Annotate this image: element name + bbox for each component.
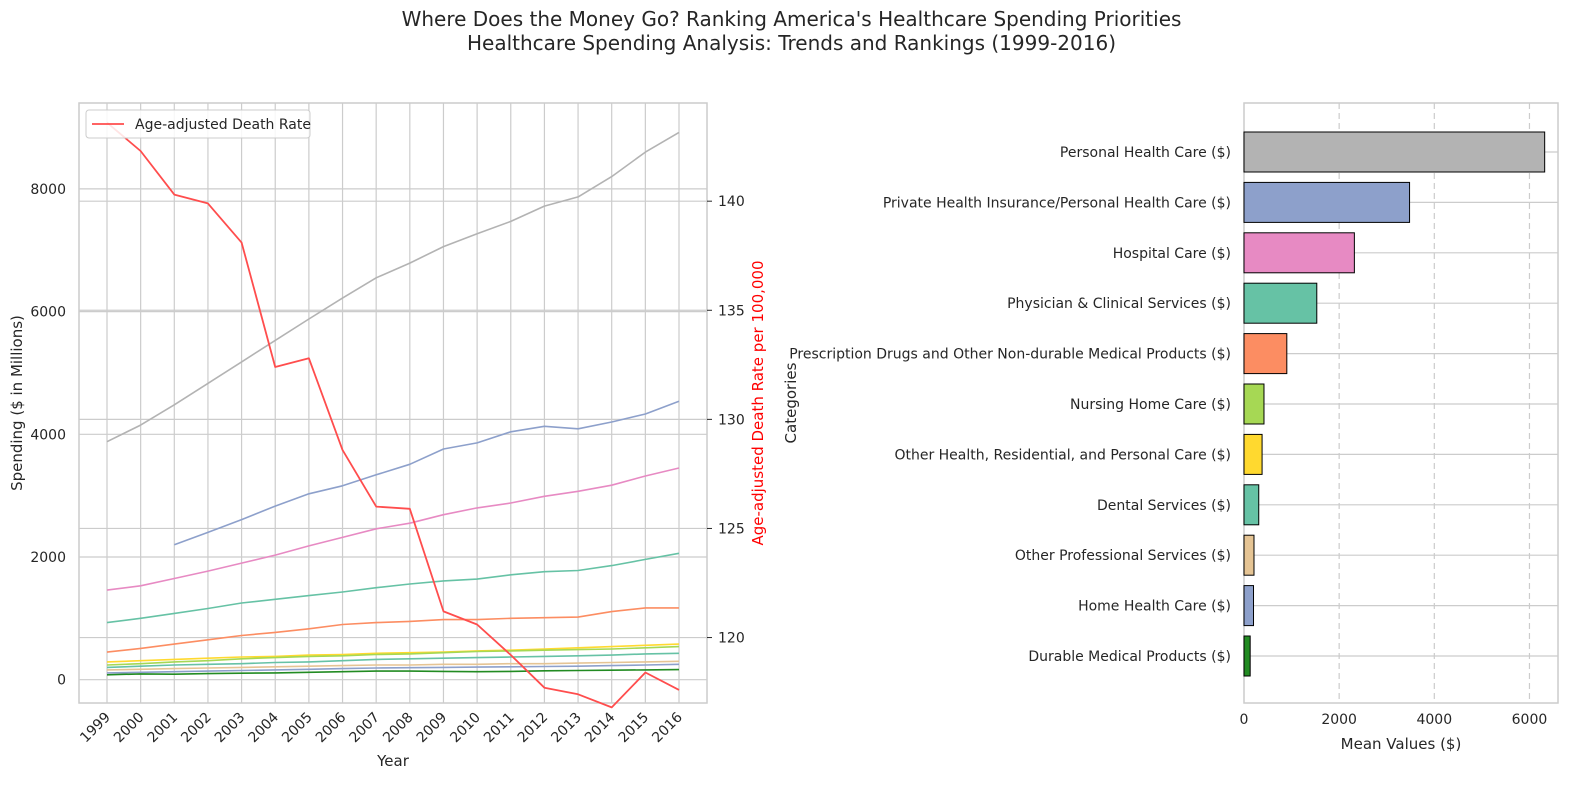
spending-series-line-9 <box>106 660 680 671</box>
left-y-tick-label: 0 <box>57 673 66 689</box>
legend-death-rate-label: Age-adjusted Death Rate <box>135 117 311 133</box>
bar-x-tick-label: 0 <box>1240 712 1249 728</box>
left-y-tick-label: 4000 <box>30 427 66 443</box>
bar <box>1243 484 1260 526</box>
category-label: Dental Services ($) <box>1097 498 1231 514</box>
chart-subtitle: Healthcare Spending Analysis: Trends and… <box>466 31 1116 55</box>
x-tick-label: 2015 <box>616 710 653 747</box>
bar <box>1243 585 1255 627</box>
spending-series-line-1 <box>106 131 680 443</box>
bar <box>1243 383 1265 425</box>
x-tick-label: 2006 <box>313 709 350 746</box>
chart-suptitle: Where Does the Money Go? Ranking America… <box>401 7 1182 31</box>
spending-series-line-11 <box>106 668 680 676</box>
category-label: Nursing Home Care ($) <box>1070 397 1231 413</box>
right-y-tick-label: 120 <box>718 631 745 647</box>
bar <box>1243 131 1546 173</box>
bar <box>1243 181 1411 223</box>
x-tick-label: 2011 <box>481 710 518 747</box>
x-tick-label: 2002 <box>178 710 215 747</box>
right-y-axis-title: Age-adjusted Death Rate per 100,000 <box>749 260 767 545</box>
left-plot-frame <box>78 102 708 704</box>
bar <box>1243 282 1318 324</box>
bar-x-axis-title: Mean Values ($) <box>1341 735 1462 753</box>
x-tick-label: 2004 <box>246 709 283 746</box>
x-tick-label: 2013 <box>548 710 585 747</box>
death-rate-line <box>106 121 680 709</box>
left-y-axis-title: Spending ($ in Millions) <box>8 315 26 491</box>
right-y-tick-label: 135 <box>718 303 745 319</box>
spending-series-line-4 <box>106 552 680 624</box>
x-tick-label: 2003 <box>212 710 249 747</box>
spending-series-line-7 <box>106 645 680 666</box>
bar-x-tick-label: 6000 <box>1512 712 1548 728</box>
x-tick-label: 2001 <box>145 710 182 747</box>
category-label: Private Health Insurance/Personal Health… <box>883 195 1231 211</box>
bar <box>1243 635 1251 677</box>
category-label: Hospital Care ($) <box>1113 246 1231 262</box>
right-y-tick-label: 130 <box>718 412 745 428</box>
left-y-tick-label: 8000 <box>30 182 66 198</box>
spending-series-line-5 <box>106 607 679 653</box>
bar-x-tick-label: 2000 <box>1321 712 1357 728</box>
right-y-tick-label: 140 <box>718 194 745 210</box>
category-label: Personal Health Care ($) <box>1060 145 1231 161</box>
x-tick-label: 2012 <box>515 710 552 747</box>
legend-box <box>85 109 311 139</box>
spending-series-line-3 <box>106 467 680 591</box>
bar-x-tick-label: 4000 <box>1416 712 1452 728</box>
x-tick-label: 2008 <box>380 710 417 747</box>
spending-series-line-8 <box>106 652 680 669</box>
category-label: Other Professional Services ($) <box>1015 548 1231 564</box>
x-tick-label: 1999 <box>77 710 114 747</box>
bar <box>1243 534 1255 576</box>
bar <box>1243 333 1288 375</box>
bar <box>1243 232 1355 274</box>
category-label: Durable Medical Products ($) <box>1028 649 1231 665</box>
x-tick-label: 2005 <box>279 710 316 747</box>
x-tick-label: 2010 <box>447 710 484 747</box>
left-y-tick-label: 2000 <box>30 550 66 566</box>
spending-series-line-10 <box>106 663 680 674</box>
category-label: Prescription Drugs and Other Non-durable… <box>789 347 1231 363</box>
x-axis-title: Year <box>376 752 410 770</box>
category-label: Other Health, Residential, and Personal … <box>894 447 1231 463</box>
bar-y-axis-title: Categories <box>782 362 800 443</box>
x-tick-label: 2014 <box>582 709 619 746</box>
x-tick-label: 2007 <box>346 710 383 747</box>
category-label: Home Health Care ($) <box>1078 599 1231 615</box>
x-tick-label: 2009 <box>414 710 451 747</box>
spending-series-line-2 <box>174 400 680 546</box>
category-label: Physician & Clinical Services ($) <box>1007 296 1231 312</box>
left-y-tick-label: 6000 <box>30 305 66 321</box>
bar <box>1243 433 1263 475</box>
right-y-tick-label: 125 <box>718 521 745 537</box>
spending-series-line-6 <box>106 643 680 663</box>
x-tick-label: 2000 <box>111 710 148 747</box>
x-tick-label: 2016 <box>649 709 686 746</box>
